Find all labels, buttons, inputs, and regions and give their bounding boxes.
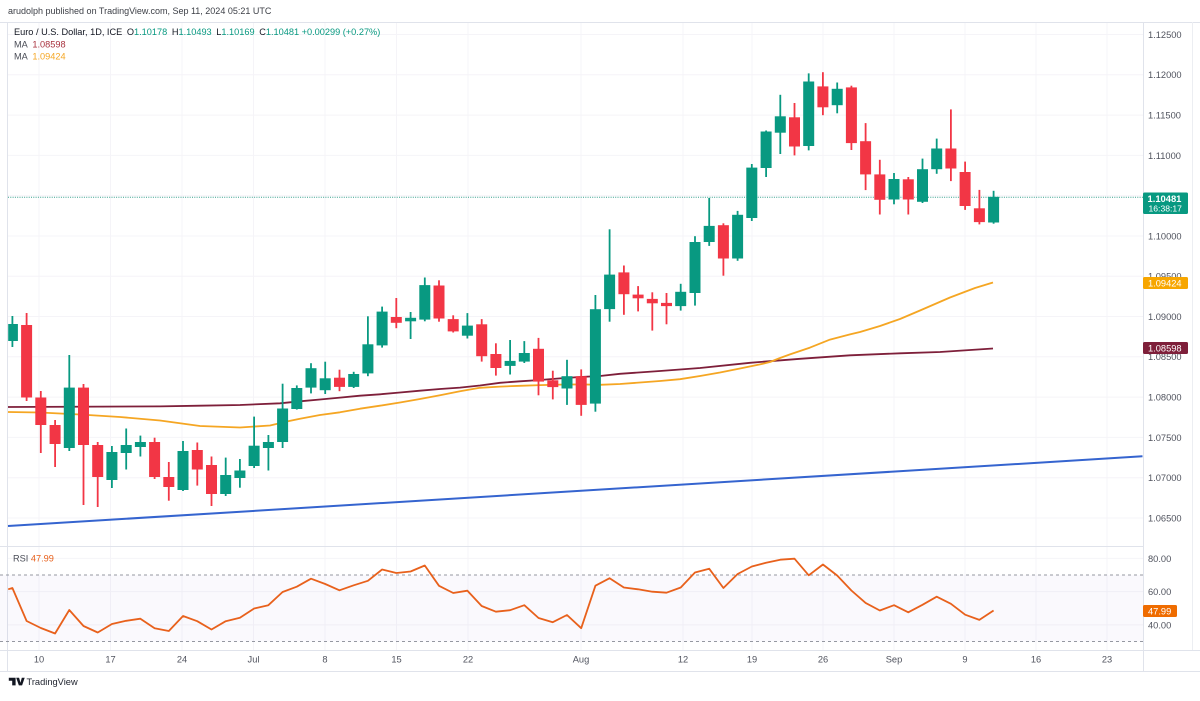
svg-text:8: 8 xyxy=(322,655,327,665)
svg-text:Jul: Jul xyxy=(248,655,260,665)
svg-text:60.00: 60.00 xyxy=(1148,587,1171,597)
svg-text:16:38:17: 16:38:17 xyxy=(1149,204,1183,214)
svg-text:Sep: Sep xyxy=(886,655,903,665)
svg-text:1.11500: 1.11500 xyxy=(1148,111,1181,121)
svg-text:47.99: 47.99 xyxy=(1148,606,1171,616)
svg-text:Euro / U.S. Dollar, 1D, ICE O1: Euro / U.S. Dollar, 1D, ICE O1.10178 H1.… xyxy=(14,27,380,37)
svg-text:40.00: 40.00 xyxy=(1148,620,1171,630)
svg-text:1.07500: 1.07500 xyxy=(1148,433,1182,443)
svg-text:22: 22 xyxy=(463,655,473,665)
svg-text:23: 23 xyxy=(1102,655,1112,665)
svg-text:1.12000: 1.12000 xyxy=(1148,70,1182,80)
svg-text:1.09500: 1.09500 xyxy=(1148,272,1182,282)
svg-text:80.00: 80.00 xyxy=(1148,554,1171,564)
svg-text:17: 17 xyxy=(105,655,115,665)
svg-text:Aug: Aug xyxy=(573,655,590,665)
svg-text:24: 24 xyxy=(177,655,187,665)
svg-text:1.07000: 1.07000 xyxy=(1148,473,1182,483)
svg-text:1.08598: 1.08598 xyxy=(1148,343,1182,353)
svg-text:1.08500: 1.08500 xyxy=(1148,352,1182,362)
svg-text:12: 12 xyxy=(678,655,688,665)
svg-text:TradingView: TradingView xyxy=(27,677,78,687)
svg-text:MA 1.09424: MA 1.09424 xyxy=(14,52,66,62)
svg-text:16: 16 xyxy=(1031,655,1041,665)
svg-text:1.09000: 1.09000 xyxy=(1148,312,1182,322)
svg-text:15: 15 xyxy=(391,655,401,665)
svg-text:MA 1.08598: MA 1.08598 xyxy=(14,39,66,49)
svg-text:1.10481: 1.10481 xyxy=(1148,193,1182,204)
svg-text:arudolph published on TradingV: arudolph published on TradingView.com, S… xyxy=(8,6,272,16)
svg-text:9: 9 xyxy=(962,655,967,665)
svg-text:26: 26 xyxy=(818,655,828,665)
svg-text:1.12500: 1.12500 xyxy=(1148,30,1182,40)
svg-text:1.11000: 1.11000 xyxy=(1148,151,1181,161)
svg-text:1.09424: 1.09424 xyxy=(1148,278,1182,288)
svg-text:19: 19 xyxy=(747,655,757,665)
svg-text:1.08000: 1.08000 xyxy=(1148,393,1182,403)
svg-text:10: 10 xyxy=(34,655,44,665)
svg-text:RSI 47.99: RSI 47.99 xyxy=(13,553,54,563)
svg-text:1.10000: 1.10000 xyxy=(1148,231,1182,241)
svg-text:1.06500: 1.06500 xyxy=(1148,513,1182,523)
